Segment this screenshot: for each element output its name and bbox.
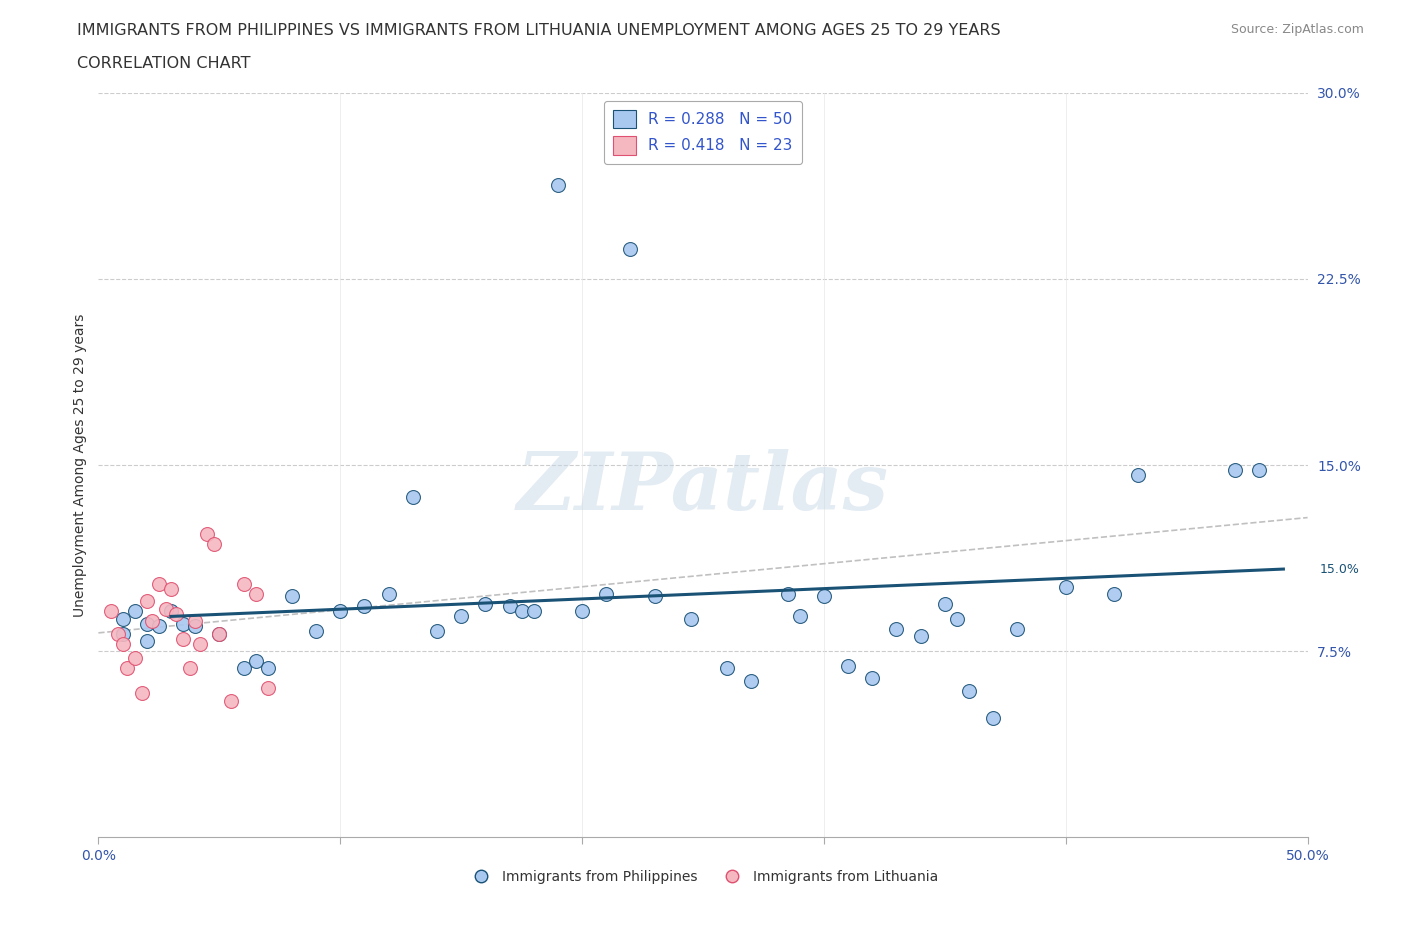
Point [981, 711, 1004, 725]
Point [221, 693, 243, 708]
Point [957, 684, 980, 698]
Point [776, 587, 799, 602]
Point [256, 681, 278, 696]
Text: IMMIGRANTS FROM PHILIPPINES VS IMMIGRANTS FROM LITHUANIA UNEMPLOYMENT AMONG AGES: IMMIGRANTS FROM PHILIPPINES VS IMMIGRANT… [77, 23, 1001, 38]
Point [1128, 468, 1150, 483]
Point [256, 661, 278, 676]
Point [1223, 462, 1246, 477]
Point [644, 589, 666, 604]
Text: 15.0%: 15.0% [1320, 563, 1360, 576]
Point [135, 594, 157, 609]
Point [160, 581, 183, 596]
Point [124, 651, 146, 666]
Point [1102, 587, 1125, 602]
Point [107, 626, 129, 641]
Text: CORRELATION CHART: CORRELATION CHART [77, 56, 250, 71]
Point [100, 604, 122, 618]
Point [172, 617, 194, 631]
Point [208, 626, 231, 641]
Point [165, 606, 187, 621]
Point [111, 636, 134, 651]
Point [837, 658, 859, 673]
Text: Source: ZipAtlas.com: Source: ZipAtlas.com [1230, 23, 1364, 36]
Point [450, 609, 472, 624]
Point [329, 604, 352, 618]
Point [135, 617, 157, 631]
Point [148, 618, 170, 633]
Point [789, 609, 811, 624]
Point [160, 604, 183, 618]
Point [1007, 621, 1029, 636]
Point [595, 587, 617, 602]
Point [305, 624, 328, 639]
Point [124, 604, 146, 618]
Point [1249, 462, 1271, 477]
Point [281, 589, 304, 604]
Point [426, 624, 449, 639]
Point [716, 661, 738, 676]
Point [860, 671, 883, 685]
Point [204, 537, 226, 551]
Point [813, 589, 835, 604]
Point [245, 587, 267, 602]
Point [547, 178, 569, 193]
Text: ZIPatlas: ZIPatlas [517, 448, 889, 526]
Point [208, 626, 231, 641]
Point [1054, 579, 1077, 594]
Point [172, 631, 194, 646]
Point [740, 673, 762, 688]
Point [886, 621, 908, 636]
Point [910, 629, 932, 644]
Legend: Immigrants from Philippines, Immigrants from Lithuania: Immigrants from Philippines, Immigrants … [463, 865, 943, 890]
Point [131, 685, 153, 700]
Point [232, 577, 254, 591]
Point [148, 577, 170, 591]
Point [188, 636, 211, 651]
Point [111, 611, 134, 626]
Point [184, 618, 207, 633]
Point [179, 661, 201, 676]
Point [195, 527, 218, 542]
Point [946, 611, 969, 626]
Y-axis label: Unemployment Among Ages 25 to 29 years: Unemployment Among Ages 25 to 29 years [73, 313, 87, 617]
Point [934, 596, 956, 611]
Point [111, 626, 134, 641]
Point [619, 242, 641, 257]
Point [679, 611, 702, 626]
Point [474, 596, 496, 611]
Point [523, 604, 546, 618]
Point [377, 587, 399, 602]
Point [571, 604, 593, 618]
Point [141, 614, 163, 629]
Point [184, 614, 207, 629]
Point [117, 661, 139, 676]
Point [402, 490, 425, 505]
Point [232, 661, 254, 676]
Point [135, 633, 157, 648]
Point [353, 599, 375, 614]
Point [498, 599, 520, 614]
Point [155, 602, 177, 617]
Point [245, 654, 267, 669]
Point [510, 604, 533, 618]
